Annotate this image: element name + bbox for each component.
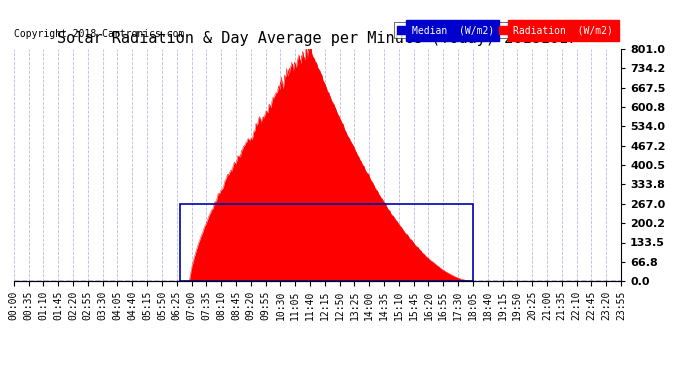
Title: Solar Radiation & Day Average per Minute (Today) 20181017: Solar Radiation & Day Average per Minute… xyxy=(57,31,578,46)
Legend: Median  (W/m2), Radiation  (W/m2): Median (W/m2), Radiation (W/m2) xyxy=(394,22,616,38)
Bar xyxy=(180,204,473,281)
Text: Copyright 2018 Cartronics.com: Copyright 2018 Cartronics.com xyxy=(14,30,184,39)
